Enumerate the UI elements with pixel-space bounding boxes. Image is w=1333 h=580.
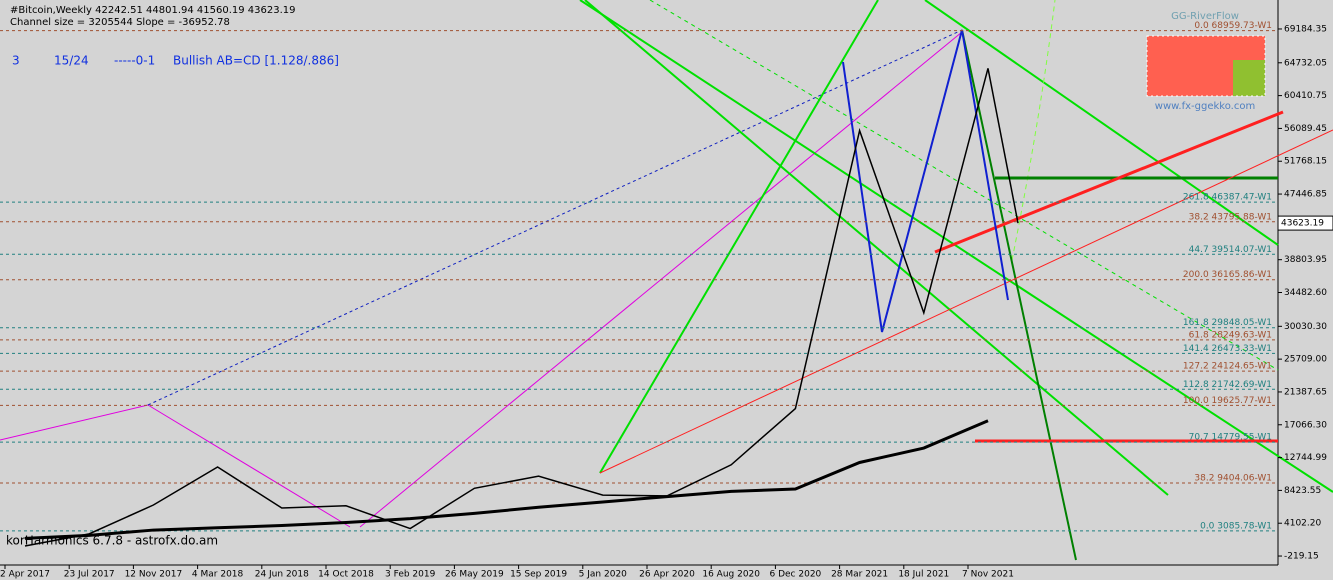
y-tick-label: 4102.20 bbox=[1284, 519, 1321, 529]
x-tick-label: 14 Oct 2018 bbox=[318, 570, 374, 580]
level-label: 0.0 68959.73-W1 bbox=[1194, 21, 1272, 31]
y-tick-label: 21387.65 bbox=[1284, 387, 1327, 397]
y-tick-label: 69184.35 bbox=[1284, 24, 1327, 34]
level-label: 0.0 3085.78-W1 bbox=[1200, 521, 1272, 531]
x-tick-label: 16 Aug 2020 bbox=[702, 570, 760, 580]
y-tick-label: 34482.60 bbox=[1284, 288, 1327, 298]
level-label: 100.0 19625.77-W1 bbox=[1183, 396, 1272, 406]
x-tick-label: 23 Jul 2017 bbox=[64, 570, 115, 580]
level-label: 44.7 39514.07-W1 bbox=[1189, 245, 1272, 255]
y-tick-label: -219.15 bbox=[1284, 552, 1319, 562]
x-tick-label: 18 Jul 2021 bbox=[898, 570, 949, 580]
y-tick-label: 25709.00 bbox=[1284, 355, 1327, 365]
x-tick-label: 4 Mar 2018 bbox=[192, 570, 244, 580]
info: 3 bbox=[12, 54, 20, 68]
level-label: 200.0 36165.86-W1 bbox=[1183, 270, 1272, 280]
last-segment bbox=[987, 68, 1019, 224]
y-tick-label: 12744.99 bbox=[1284, 453, 1327, 463]
footer: korHarmonics 6.7.8 - astrofx.do.am bbox=[6, 534, 218, 548]
level-label: 61.8 28249.63-W1 bbox=[1189, 330, 1272, 340]
y-tick-label: 8423.55 bbox=[1284, 486, 1321, 496]
x-tick-label: 26 Apr 2020 bbox=[639, 570, 695, 580]
x-tick-label: 5 Jan 2020 bbox=[579, 570, 627, 580]
x-tick-label: 12 Nov 2017 bbox=[125, 570, 183, 580]
riverflow-widget bbox=[1146, 35, 1266, 97]
y-tick-label: 64732.05 bbox=[1284, 58, 1327, 68]
x-tick-label: 28 Mar 2021 bbox=[831, 570, 888, 580]
widget-title: GG-RiverFlow bbox=[1171, 11, 1239, 22]
x-tick-label: 15 Sep 2019 bbox=[510, 570, 567, 580]
level-label: 112.8 21742.69-W1 bbox=[1183, 380, 1272, 390]
level-label: 70.7 14779.55-W1 bbox=[1189, 433, 1272, 443]
level-label: 141.4 26473.33-W1 bbox=[1183, 344, 1272, 354]
x-tick-label: 6 Dec 2020 bbox=[770, 570, 822, 580]
y-tick-label: 60410.75 bbox=[1284, 91, 1327, 101]
chart-subtitle: Channel size = 3205544 Slope = -36952.78 bbox=[10, 17, 230, 28]
y-tick-label: 17066.30 bbox=[1284, 420, 1327, 430]
x-tick-label: 26 May 2019 bbox=[445, 570, 504, 580]
level-label: 38.2 9404.06-W1 bbox=[1194, 473, 1272, 483]
info: -----0-1 bbox=[114, 54, 155, 68]
x-tick-label: 7 Nov 2021 bbox=[962, 570, 1014, 580]
level-label: 127.2 24124.65-W1 bbox=[1183, 362, 1272, 372]
widget-url: www.fx-ggekko.com bbox=[1155, 101, 1255, 112]
x-tick-label: 2 Apr 2017 bbox=[0, 570, 50, 580]
x-tick-label: 3 Feb 2019 bbox=[385, 570, 436, 580]
y-tick-label: 51768.15 bbox=[1284, 157, 1327, 167]
info: Bullish AB=CD [1.128/.886] bbox=[173, 54, 339, 68]
chart-title: #Bitcoin,Weekly 42242.51 44801.94 41560.… bbox=[10, 5, 296, 16]
y-tick-label: 30030.30 bbox=[1284, 322, 1327, 332]
level-label: 38.2 43795.88-W1 bbox=[1189, 212, 1272, 222]
price-label: 43623.19 bbox=[1281, 219, 1324, 229]
level-label: 261.8 46387.47-W1 bbox=[1183, 193, 1272, 203]
y-tick-label: 56089.45 bbox=[1284, 124, 1327, 134]
series-line bbox=[24, 68, 989, 547]
info: 15/24 bbox=[54, 54, 89, 68]
y-tick-label: 47446.85 bbox=[1284, 190, 1327, 200]
y-tick-label: 38803.95 bbox=[1284, 255, 1327, 265]
level-label: 161.8 29848.05-W1 bbox=[1183, 318, 1272, 328]
price-box bbox=[1277, 215, 1333, 231]
x-tick-label: 24 Jun 2018 bbox=[255, 570, 309, 580]
series-line bbox=[24, 419, 989, 540]
